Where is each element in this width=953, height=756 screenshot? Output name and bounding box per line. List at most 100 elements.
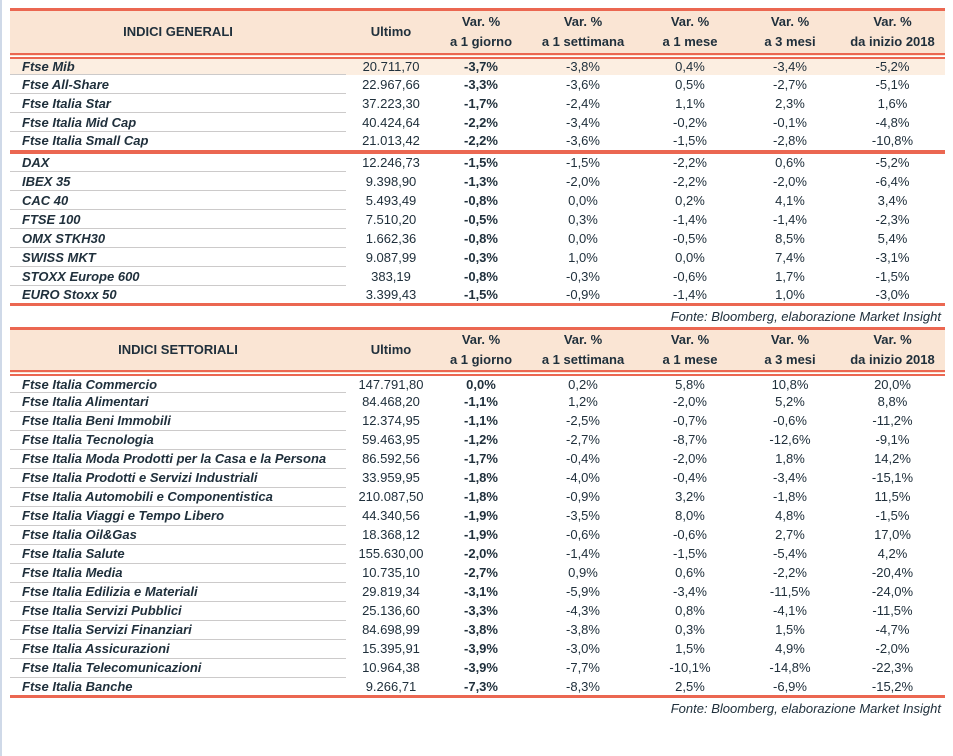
value-cell: -8,3% [566, 678, 600, 694]
value-cell: 10.735,10 [362, 565, 420, 581]
value-cell: -22,3% [871, 660, 914, 676]
value-cell: -2,5% [566, 413, 600, 429]
value-cell: 0,2% [675, 192, 705, 208]
value-cell: -2,0% [673, 394, 707, 410]
source-note: Fonte: Bloomberg, elaborazione Market In… [670, 700, 941, 716]
table-row: Ftse Italia Mid Cap 40.424,64 -2,2% -3,4% -0… [10, 112, 945, 132]
var-period: da inizio 2018 [850, 33, 935, 49]
index-name: Ftse Mib [10, 55, 346, 75]
value-cell: 17,0% [874, 527, 911, 543]
value-cell: -5,4% [773, 546, 807, 562]
value-cell: -7,7% [566, 660, 600, 676]
value-cell: -6,9% [773, 678, 807, 694]
value-cell: 8,8% [877, 394, 908, 410]
value-cell: -0,6% [773, 413, 807, 429]
var-period: a 1 giorno [449, 33, 513, 49]
var-period: a 1 mese [662, 352, 718, 368]
value-cell: -1,1% [464, 394, 498, 410]
value-cell: -3,8% [464, 622, 498, 638]
var-label: Var. % [461, 13, 501, 29]
value-cell: 25.136,60 [362, 603, 420, 619]
table-row: IBEX 35 9.398,90 -1,3% -2,0% -2,2% -2,0% -6,4% [10, 171, 945, 191]
value-cell: -0,1% [773, 114, 807, 130]
index-name: Ftse Italia Edilizia e Materiali [10, 582, 346, 602]
value-cell: 1,2% [568, 394, 598, 410]
value-cell: -0,3% [464, 249, 498, 265]
value-cell: -0,7% [673, 413, 707, 429]
value-cell: -3,0% [875, 286, 910, 302]
table-row: Ftse Italia Automobili e Componentistica… [10, 487, 945, 507]
left-edge-line [0, 0, 2, 756]
value-cell: -2,3% [875, 211, 910, 227]
table-row: Ftse Italia Beni Immobili 12.374,95 -1,1% -… [10, 411, 945, 431]
value-cell: 0,0% [568, 230, 598, 246]
value-cell: -1,8% [464, 489, 498, 505]
value-cell: -3,4% [740, 55, 840, 75]
table-title: INDICI GENERALI [10, 9, 346, 59]
value-cell: 8,0% [675, 508, 705, 524]
value-cell: -2,2% [773, 565, 807, 581]
value-cell: -1,5% [566, 155, 600, 170]
value-cell: -1,5% [673, 133, 707, 148]
index-name: STOXX Europe 600 [10, 266, 346, 286]
value-cell: 1,0% [568, 249, 598, 265]
var-label: Var. % [563, 13, 603, 29]
index-name: Ftse Italia Star [10, 93, 346, 113]
value-cell: -1,4% [673, 286, 707, 302]
value-cell: -0,6% [673, 268, 707, 284]
value-cell: -1,5% [875, 508, 910, 524]
value-cell: 4,9% [775, 641, 805, 657]
var-label: Var. % [670, 332, 710, 347]
table-row: Ftse Italia Telecomunicazioni 10.964,38 -3… [10, 658, 945, 678]
value-cell: 4,1% [775, 192, 805, 208]
source-note: Fonte: Bloomberg, elaborazione Market In… [670, 309, 941, 324]
value-cell: -0,5% [464, 211, 498, 227]
value-cell: -3,7% [436, 55, 526, 75]
table-row: Ftse Italia Oil&Gas 18.368,12 -1,9% -0,6% -0… [10, 525, 945, 545]
value-cell: 0,0% [466, 376, 496, 392]
table-row: Ftse Italia Salute 155.630,00 -2,0% -1,4% -1… [10, 544, 945, 564]
table-row: CAC 40 5.493,49 -0,8% 0,0% 0,2% 4,1% 3,4% [10, 190, 945, 210]
value-cell: 5,4% [877, 230, 908, 246]
value-cell: 33.959,95 [362, 470, 420, 486]
index-name: OMX STKH30 [10, 228, 346, 248]
col-header-var-0: Var. % a 1 giorno [436, 328, 526, 377]
value-cell: 12.246,73 [362, 155, 420, 170]
value-cell: 383,19 [371, 268, 411, 284]
col-header-var-3: Var. % a 3 mesi [740, 9, 840, 59]
value-cell: -11,5% [872, 603, 913, 619]
value-cell: -2,8% [773, 133, 807, 148]
var-label: Var. % [873, 332, 912, 347]
var-period: a 1 settimana [541, 33, 625, 49]
value-cell: 1,1% [675, 95, 705, 111]
index-name: Ftse Italia Commercio [10, 373, 346, 393]
index-name: Ftse Italia Alimentari [10, 392, 346, 412]
value-cell: -3,4% [773, 470, 807, 486]
value-cell: -1,4% [673, 211, 707, 227]
value-cell: 20.711,70 [346, 55, 436, 75]
value-cell: -4,8% [875, 114, 910, 130]
value-cell: -5,2% [875, 155, 910, 170]
value-cell: 14,2% [874, 451, 911, 467]
table-row: Ftse Italia Commercio 147.791,80 0,0% 0,2% 5… [10, 373, 945, 393]
value-cell: -3,8% [566, 622, 600, 638]
index-name: SWISS MKT [10, 247, 346, 267]
value-cell: 1,5% [675, 641, 705, 657]
index-name: Ftse Italia Prodotti e Servizi Industria… [10, 468, 346, 488]
value-cell: 9.398,90 [365, 173, 417, 189]
table-row: Ftse Italia Banche 9.266,71 -7,3% -8,3% 2,5%… [10, 677, 945, 697]
value-cell: -1,4% [773, 211, 807, 227]
value-cell: -1,5% [875, 268, 910, 284]
value-cell: -11,2% [872, 413, 913, 429]
header-row: INDICI GENERALI Ultimo Var. % a 1 giorno Var… [10, 9, 945, 59]
value-cell: 5,8% [675, 376, 705, 392]
value-cell: -0,4% [673, 470, 707, 486]
value-cell: -7,3% [464, 678, 498, 694]
value-cell: -3,9% [464, 660, 498, 676]
var-period: a 1 mese [662, 33, 718, 49]
value-cell: -20,4% [871, 565, 914, 581]
table-row: Ftse Italia Edilizia e Materiali 29.819,3… [10, 582, 945, 602]
indici-generali-body: Ftse Mib 20.711,70 -3,7% -3,8% 0,4% -3,4% -5,2… [10, 55, 945, 305]
index-name: Ftse Italia Automobili e Componentistica [10, 487, 346, 507]
table-row: OMX STKH30 1.662,36 -0,8% 0,0% -0,5% 8,5% 5,4% [10, 228, 945, 248]
